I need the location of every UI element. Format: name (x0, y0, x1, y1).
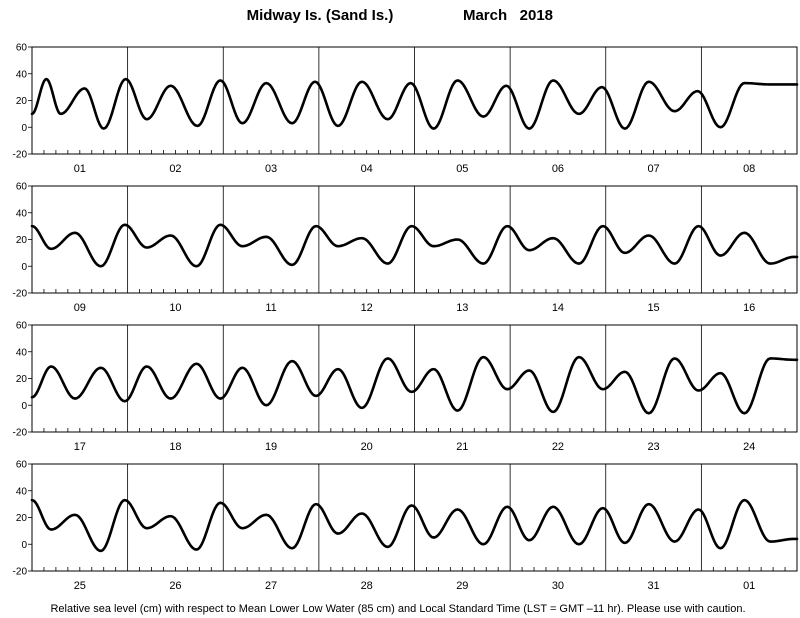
day-label: 17 (74, 441, 86, 453)
day-label: 30 (552, 580, 564, 592)
day-label: 27 (265, 580, 277, 592)
chart-footer-note: Relative sea level (cm) with respect to … (50, 603, 745, 615)
y-tick-label: 40 (16, 486, 28, 497)
day-label: 10 (169, 302, 181, 314)
y-tick-label: -20 (13, 150, 28, 161)
day-label: 12 (361, 302, 373, 314)
day-label: 07 (647, 163, 659, 175)
y-tick-label: -20 (13, 567, 28, 578)
y-tick-label: 60 (16, 182, 28, 193)
y-tick-label: 20 (16, 235, 28, 246)
day-label: 03 (265, 163, 277, 175)
y-tick-label: 40 (16, 69, 28, 80)
y-tick-label: 40 (16, 347, 28, 358)
y-tick-label: 60 (16, 460, 28, 471)
day-label: 29 (456, 580, 468, 592)
day-label: 19 (265, 441, 277, 453)
day-label: 26 (169, 580, 181, 592)
tide-curve (30, 77, 799, 130)
y-tick-label: -20 (13, 289, 28, 300)
day-label: 06 (552, 163, 564, 175)
y-tick-label: -20 (13, 428, 28, 439)
day-label: 24 (743, 441, 755, 453)
y-tick-label: 60 (16, 43, 28, 54)
day-label: 23 (647, 441, 659, 453)
y-tick-label: 20 (16, 513, 28, 524)
chart-title: Midway Is. (Sand Is.) (247, 7, 394, 24)
y-tick-label: 20 (16, 374, 28, 385)
day-label: 01 (74, 163, 86, 175)
day-label: 21 (456, 441, 468, 453)
day-label: 15 (647, 302, 659, 314)
day-label: 04 (361, 163, 373, 175)
y-tick-label: 0 (21, 123, 27, 134)
y-tick-label: 20 (16, 96, 28, 107)
y-tick-label: 40 (16, 208, 28, 219)
y-tick-label: 0 (21, 540, 27, 551)
tide-panel-1: -20 0 20 40 60 01 02 03 04 05 06 07 08 (13, 43, 799, 175)
day-label: 22 (552, 441, 564, 453)
tide-curve (30, 498, 799, 553)
y-tick-label: 0 (21, 262, 27, 273)
day-label: 08 (743, 163, 755, 175)
day-label: 18 (169, 441, 181, 453)
day-label: 14 (552, 302, 564, 314)
day-label: 28 (361, 580, 373, 592)
day-label: 16 (743, 302, 755, 314)
tide-curve (30, 223, 799, 268)
day-label: 09 (74, 302, 86, 314)
day-label: 31 (647, 580, 659, 592)
y-tick-label: 0 (21, 401, 27, 412)
panels-group: -20 0 20 40 60 01 02 03 04 05 06 07 08 -20 0 20 40 60 09 10… (13, 43, 799, 592)
y-tick-label: 60 (16, 321, 28, 332)
day-label: 05 (456, 163, 468, 175)
day-label: 13 (456, 302, 468, 314)
chart-month-label: March 2018 (463, 7, 553, 24)
day-label: 25 (74, 580, 86, 592)
day-label: 01 (743, 580, 755, 592)
day-label: 20 (361, 441, 373, 453)
day-label: 11 (265, 302, 276, 314)
tide-curve (30, 355, 799, 415)
tide-panel-4: -20 0 20 40 60 25 26 27 28 29 30 31 01 (13, 460, 799, 592)
tide-panel-3: -20 0 20 40 60 17 18 19 20 21 22 23 24 (13, 321, 799, 453)
day-label: 02 (169, 163, 181, 175)
tide-panel-2: -20 0 20 40 60 09 10 11 12 13 14 15 16 (13, 182, 799, 314)
